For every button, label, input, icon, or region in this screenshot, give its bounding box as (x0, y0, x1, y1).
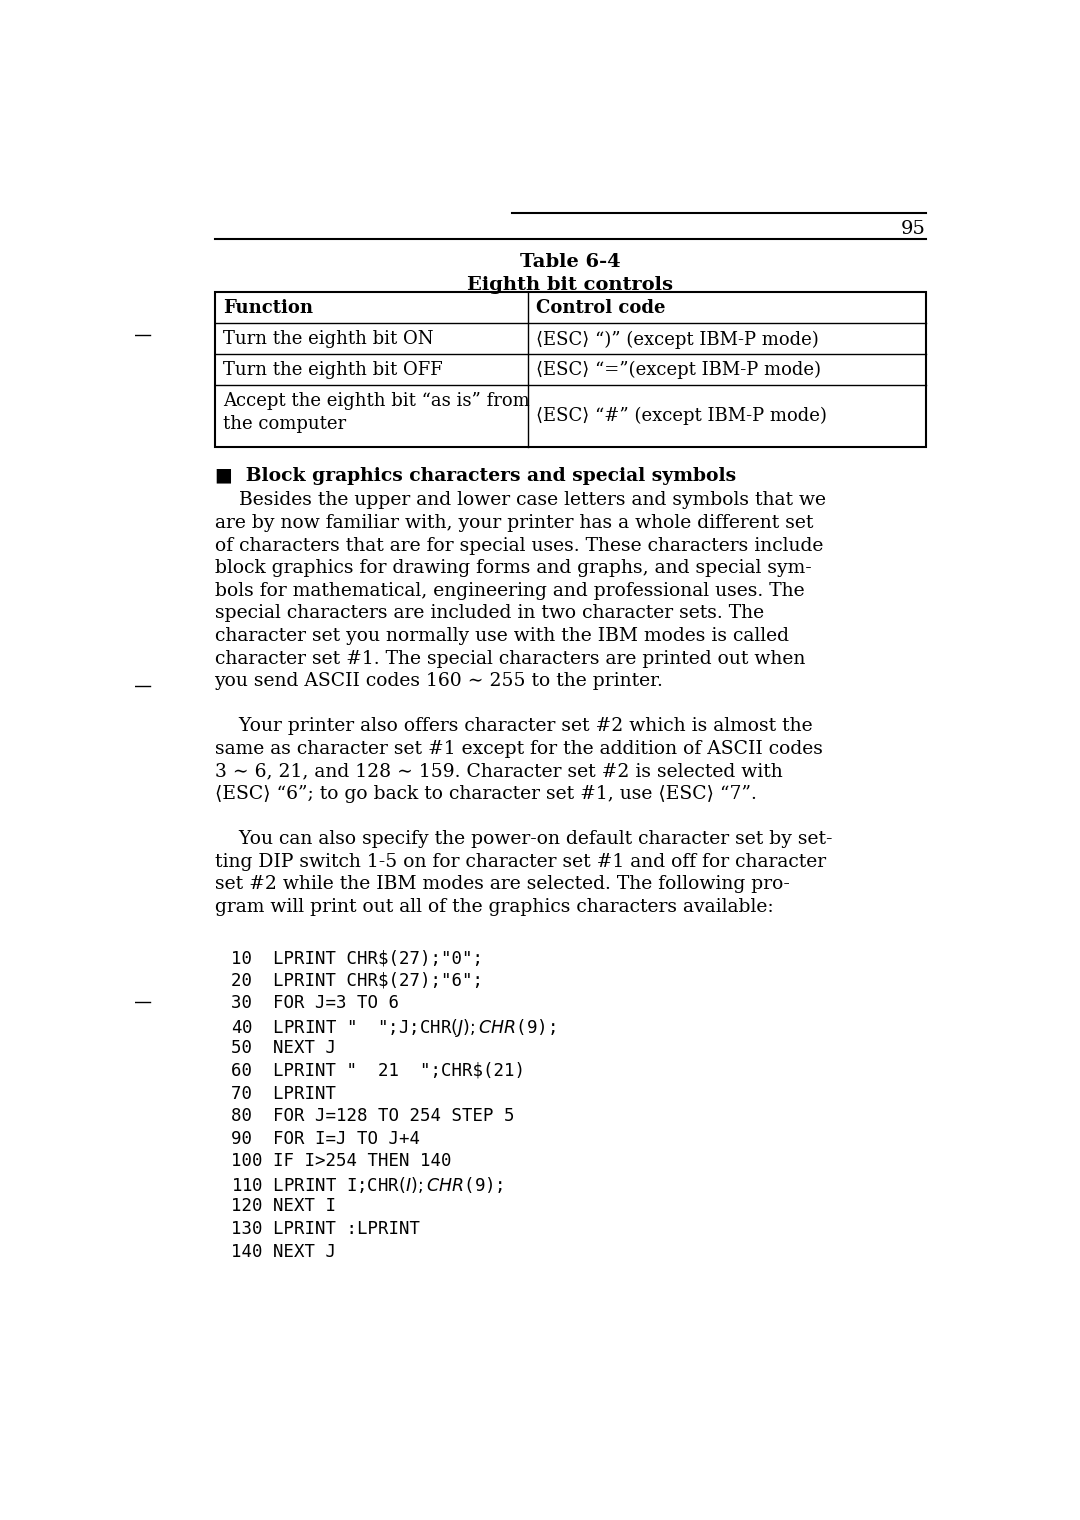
Text: Your printer also offers character set #2 which is almost the: Your printer also offers character set #… (215, 717, 812, 736)
Text: Function: Function (222, 299, 313, 318)
Text: set #2 while the IBM modes are selected. The following pro-: set #2 while the IBM modes are selected.… (215, 876, 789, 894)
Text: Eighth bit controls: Eighth bit controls (468, 277, 673, 293)
Text: 80  FOR J=128 TO 254 STEP 5: 80 FOR J=128 TO 254 STEP 5 (231, 1107, 515, 1125)
Text: 50  NEXT J: 50 NEXT J (231, 1040, 336, 1058)
Bar (215, 292, 926, 447)
Text: Turn the eighth bit OFF: Turn the eighth bit OFF (222, 362, 443, 378)
Text: 95: 95 (901, 220, 926, 237)
Text: ⟨ESC⟩ “=”(except IBM-P mode): ⟨ESC⟩ “=”(except IBM-P mode) (536, 362, 821, 380)
Text: 120 NEXT I: 120 NEXT I (231, 1198, 336, 1216)
Text: special characters are included in two character sets. The: special characters are included in two c… (215, 605, 764, 622)
Text: 100 IF I>254 THEN 140: 100 IF I>254 THEN 140 (231, 1152, 451, 1170)
Text: Turn the eighth bit ON: Turn the eighth bit ON (222, 330, 433, 348)
Text: 90  FOR I=J TO J+4: 90 FOR I=J TO J+4 (231, 1129, 420, 1148)
Text: Besides the upper and lower case letters and symbols that we: Besides the upper and lower case letters… (215, 491, 825, 509)
Text: are by now familiar with, your printer has a whole different set: are by now familiar with, your printer h… (215, 514, 813, 532)
Text: character set #1. The special characters are printed out when: character set #1. The special characters… (215, 649, 805, 667)
Text: 10  LPRINT CHR$(27);"0";: 10 LPRINT CHR$(27);"0"; (231, 948, 483, 967)
Text: 30  FOR J=3 TO 6: 30 FOR J=3 TO 6 (231, 994, 400, 1012)
Text: of characters that are for special uses. These characters include: of characters that are for special uses.… (215, 537, 823, 555)
Text: ⟨ESC⟩ “#” (except IBM-P mode): ⟨ESC⟩ “#” (except IBM-P mode) (536, 407, 827, 426)
Text: 130 LPRINT :LPRINT: 130 LPRINT :LPRINT (231, 1221, 420, 1239)
Text: Table 6-4: Table 6-4 (519, 252, 621, 271)
Text: 70  LPRINT: 70 LPRINT (231, 1085, 336, 1102)
Text: ⟨ESC⟩ “6”; to go back to character set #1, use ⟨ESC⟩ “7”.: ⟨ESC⟩ “6”; to go back to character set #… (215, 784, 756, 803)
Text: ⟨ESC⟩ “)” (except IBM-P mode): ⟨ESC⟩ “)” (except IBM-P mode) (536, 330, 819, 348)
Text: You can also specify the power-on default character set by set-: You can also specify the power-on defaul… (215, 830, 832, 848)
Text: 3 ∼ 6, 21, and 128 ∼ 159. Character set #2 is selected with: 3 ∼ 6, 21, and 128 ∼ 159. Character set … (215, 763, 782, 780)
Text: gram will print out all of the graphics characters available:: gram will print out all of the graphics … (215, 898, 773, 917)
Text: ■  Block graphics characters and special symbols: ■ Block graphics characters and special … (215, 467, 735, 485)
Text: ting DIP switch 1-5 on for character set #1 and off for character: ting DIP switch 1-5 on for character set… (215, 853, 825, 871)
Text: bols for mathematical, engineering and professional uses. The: bols for mathematical, engineering and p… (215, 582, 805, 600)
Text: you send ASCII codes 160 ∼ 255 to the printer.: you send ASCII codes 160 ∼ 255 to the pr… (215, 672, 663, 690)
Text: 140 NEXT J: 140 NEXT J (231, 1243, 336, 1260)
Text: block graphics for drawing forms and graphs, and special sym-: block graphics for drawing forms and gra… (215, 559, 811, 578)
Text: 40  LPRINT "  ";J;CHR$(J);CHR$(9);: 40 LPRINT " ";J;CHR$(J);CHR$(9); (231, 1017, 556, 1038)
Text: same as character set #1 except for the addition of ASCII codes: same as character set #1 except for the … (215, 740, 822, 758)
Text: 20  LPRINT CHR$(27);"6";: 20 LPRINT CHR$(27);"6"; (231, 971, 483, 990)
Text: character set you normally use with the IBM modes is called: character set you normally use with the … (215, 626, 788, 644)
Text: 60  LPRINT "  21  ";CHR$(21): 60 LPRINT " 21 ";CHR$(21) (231, 1062, 525, 1079)
Text: Accept the eighth bit “as is” from
the computer: Accept the eighth bit “as is” from the c… (222, 392, 529, 433)
Text: Control code: Control code (536, 299, 665, 318)
Text: 110 LPRINT I;CHR$(I);CHR$(9);: 110 LPRINT I;CHR$(I);CHR$(9); (231, 1175, 503, 1195)
